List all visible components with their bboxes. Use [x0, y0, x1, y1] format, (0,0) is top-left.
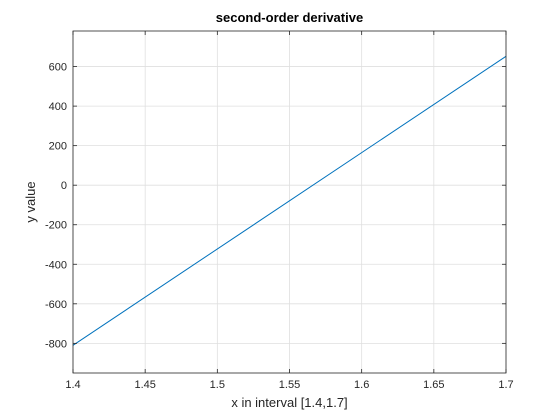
x-tick-label: 1.55	[279, 379, 300, 391]
x-tick-label: 1.6	[354, 379, 369, 391]
y-tick-label: 600	[49, 62, 67, 74]
series-line	[72, 55, 507, 346]
x-tick-label: 1.4	[65, 379, 80, 391]
x-tick-label: 1.65	[423, 379, 444, 391]
x-tick-label: 1.45	[134, 379, 155, 391]
series-layer	[72, 55, 507, 346]
y-axis-label: y value	[23, 181, 38, 222]
y-tick-label: 0	[61, 180, 67, 192]
y-tick-label: 400	[49, 101, 67, 113]
y-tick-label: -200	[45, 220, 67, 232]
y-tick-label: -800	[45, 338, 67, 350]
x-tick-label: 1.5	[210, 379, 225, 391]
x-tick-label: 1.7	[498, 379, 513, 391]
x-axis-label: x in interval [1.4,1.7]	[231, 395, 347, 410]
y-tick-label: -600	[45, 299, 67, 311]
chart-title: second-order derivative	[216, 10, 363, 25]
y-tick-label: -400	[45, 259, 67, 271]
ticks: 1.4 1.45 1.5 1.55 1.6 1.65 1.7 -800 -600 -400 -200…	[45, 31, 514, 391]
y-tick-label: 200	[49, 141, 67, 153]
